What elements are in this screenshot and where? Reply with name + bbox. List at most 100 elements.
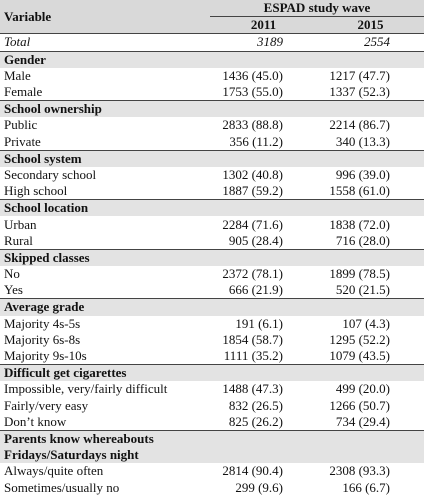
cell-value: 825 (26.2) bbox=[228, 413, 283, 429]
cell-value: 356 (11.2) bbox=[229, 133, 283, 149]
cell-value: 2214 (86.7) bbox=[329, 117, 391, 133]
section-row: Difficult get cigarettes bbox=[0, 364, 424, 382]
section-title: Skipped classes bbox=[0, 248, 424, 266]
data-row: No 2372 (78.1) 1899 (78.5) bbox=[0, 266, 424, 282]
data-row: Male 1436 (45.0) 1217 (47.7) bbox=[0, 68, 424, 84]
data-row: Majority 4s-5s 191 (6.1) 107 (4.3) bbox=[0, 316, 424, 332]
row-label: Majority 6s-8s bbox=[4, 331, 81, 347]
header-wave: ESPAD study wave bbox=[210, 0, 424, 17]
section-row: Gender bbox=[0, 50, 424, 68]
row-label: Impossible, very/fairly difficult bbox=[4, 381, 168, 397]
data-row: Always/quite often 2814 (90.4) 2308 (93.3) bbox=[0, 463, 424, 479]
section-row: Parents know whereabouts bbox=[0, 429, 424, 448]
cell-value: 1266 (50.7) bbox=[329, 397, 391, 413]
cell-value: 191 (6.1) bbox=[235, 315, 283, 331]
cell-value: 499 (20.0) bbox=[335, 381, 391, 397]
cell-value: 2284 (71.6) bbox=[222, 216, 283, 232]
cell-value: 1217 (47.7) bbox=[329, 67, 391, 83]
cell-value: 1295 (52.2) bbox=[329, 331, 391, 347]
data-row: Majority 6s-8s 1854 (58.7) 1295 (52.2) bbox=[0, 332, 424, 348]
data-row: Private 356 (11.2) 340 (13.3) bbox=[0, 134, 424, 151]
row-label: Public bbox=[4, 117, 38, 133]
header-years-row: 2011 2015 bbox=[0, 16, 424, 34]
row-label: Male bbox=[4, 67, 31, 83]
row-label: Always/quite often bbox=[4, 463, 104, 479]
section-row: School location bbox=[0, 199, 424, 217]
section-title: Difficult get cigarettes bbox=[0, 364, 424, 382]
section-row: Skipped classes bbox=[0, 248, 424, 266]
row-label: No bbox=[4, 266, 20, 282]
section-row: School system bbox=[0, 149, 424, 167]
header-variable: Variable bbox=[0, 0, 210, 34]
cell-value: 1558 (61.0) bbox=[329, 183, 391, 199]
row-label: Fairly/very easy bbox=[4, 397, 89, 413]
cell-value: 299 (9.6) bbox=[235, 479, 283, 495]
cell-value: 2372 (78.1) bbox=[222, 266, 283, 282]
cell-value: 1302 (40.8) bbox=[222, 166, 283, 182]
section-row: Fridays/Saturdays night bbox=[0, 447, 424, 464]
section-row: Average grade bbox=[0, 298, 424, 316]
data-row: Impossible, very/fairly difficult 1488 (4… bbox=[0, 381, 424, 397]
data-row: Secondary school 1302 (40.8) 996 (39.0) bbox=[0, 167, 424, 183]
total-value: 3189 bbox=[210, 33, 317, 52]
data-row: Fairly/very easy 832 (26.5) 1266 (50.7) bbox=[0, 398, 424, 414]
row-label: Secondary school bbox=[4, 166, 97, 182]
row-label: Private bbox=[4, 133, 41, 149]
cell-value: 1337 (52.3) bbox=[329, 84, 391, 100]
cell-value: 2833 (88.8) bbox=[222, 117, 283, 133]
cell-value: 1488 (47.3) bbox=[222, 381, 283, 397]
data-row: Don’t know 825 (26.2) 734 (29.4) bbox=[0, 414, 424, 431]
section-title: Parents know whereabouts bbox=[0, 429, 424, 448]
cell-value: 734 (29.4) bbox=[335, 413, 391, 429]
data-row: High school 1887 (59.2) 1558 (61.0) bbox=[0, 183, 424, 200]
row-label: Rural bbox=[4, 232, 33, 248]
cell-value: 1838 (72.0) bbox=[329, 216, 391, 232]
cell-value: 832 (26.5) bbox=[228, 397, 283, 413]
section-title: School ownership bbox=[0, 100, 424, 118]
row-label: Female bbox=[4, 84, 43, 100]
section-row: School ownership bbox=[0, 100, 424, 118]
cell-value: 340 (13.3) bbox=[335, 133, 391, 149]
header-year: 2011 bbox=[210, 16, 317, 34]
data-row: Female 1753 (55.0) 1337 (52.3) bbox=[0, 84, 424, 101]
cell-value: 1899 (78.5) bbox=[329, 266, 391, 282]
data-row: Public 2833 (88.8) 2214 (86.7) bbox=[0, 117, 424, 133]
row-label: Yes bbox=[4, 282, 23, 298]
row-label: Majority 4s-5s bbox=[4, 315, 81, 331]
header-row: Variable ESPAD study wave bbox=[0, 0, 424, 34]
cell-value: 666 (21.9) bbox=[228, 282, 283, 298]
cell-value: 905 (28.4) bbox=[228, 232, 283, 248]
cell-value: 716 (28.0) bbox=[335, 232, 391, 248]
cell-value: 1887 (59.2) bbox=[222, 183, 283, 199]
cell-value: 1436 (45.0) bbox=[222, 67, 283, 83]
cell-value: 166 (6.7) bbox=[342, 479, 391, 495]
row-label: Majority 9s-10s bbox=[4, 348, 87, 364]
cell-value: 1111 (35.2) bbox=[223, 348, 283, 364]
row-label: High school bbox=[4, 183, 68, 199]
section-title: School system bbox=[0, 149, 424, 167]
row-label: Don’t know bbox=[4, 413, 67, 429]
cell-value: 2814 (90.4) bbox=[222, 463, 283, 479]
cell-value: 107 (4.3) bbox=[342, 315, 391, 331]
section-title: School location bbox=[0, 199, 424, 217]
data-row: Sometimes/usually no 299 (9.6) 166 (6.7) bbox=[0, 479, 424, 495]
data-row: Yes 666 (21.9) 520 (21.5) bbox=[0, 282, 424, 299]
section-subtitle: Fridays/Saturdays night bbox=[0, 447, 424, 464]
cell-value: 1753 (55.0) bbox=[222, 84, 283, 100]
cell-value: 2308 (93.3) bbox=[329, 463, 391, 479]
data-row: Rural 905 (28.4) 716 (28.0) bbox=[0, 233, 424, 250]
total-row: Total 3189 2554 bbox=[0, 33, 424, 52]
section-title: Gender bbox=[0, 50, 424, 68]
total-label: Total bbox=[0, 33, 210, 52]
row-label: Sometimes/usually no bbox=[4, 479, 120, 495]
cell-value: 1854 (58.7) bbox=[222, 331, 283, 347]
total-value: 2554 bbox=[317, 33, 424, 52]
data-row: Majority 9s-10s 1111 (35.2) 1079 (43.5) bbox=[0, 348, 424, 365]
header-year: 2015 bbox=[317, 16, 424, 34]
row-label: Urban bbox=[4, 216, 37, 232]
cell-value: 520 (21.5) bbox=[335, 282, 391, 298]
cell-value: 996 (39.0) bbox=[335, 166, 391, 182]
